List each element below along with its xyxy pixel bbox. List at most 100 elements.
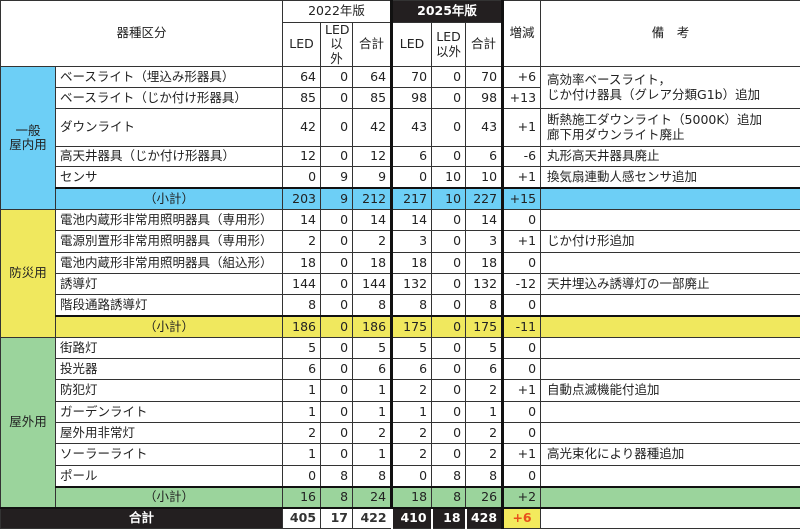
led-2022-cell: 6 — [283, 359, 321, 380]
header-2022-total: 合計 — [353, 23, 392, 67]
total-2025-cell: 5 — [466, 338, 503, 359]
led-2022-cell: 18 — [283, 253, 321, 274]
total-2025-cell: 8 — [466, 466, 503, 487]
diff-cell: 0 — [503, 402, 541, 423]
subtotal-label: （小計） — [56, 188, 283, 210]
total-2022-cell: 85 — [353, 88, 392, 109]
total-2025-cell: 2 — [466, 380, 503, 402]
header-2025-non-led: LED 以外 — [432, 23, 466, 67]
led-2025-cell: 0 — [392, 466, 432, 487]
total-2025-cell: 6 — [466, 147, 503, 167]
total-2022-cell: 8 — [353, 466, 392, 487]
total-diff-cell: +6 — [503, 508, 541, 529]
subtotal-label: （小計） — [56, 316, 283, 338]
led-2025-cell: 70 — [392, 67, 432, 88]
non-led-2022-cell: 0 — [321, 231, 353, 253]
non-led-2025-cell: 0 — [432, 210, 466, 231]
header-2025-led: LED — [392, 23, 432, 67]
diff-cell: -11 — [503, 316, 541, 338]
non-led-2022-cell: 0 — [321, 67, 353, 88]
total-2022-cell: 186 — [353, 316, 392, 338]
total-2025-cell: 132 — [466, 274, 503, 295]
non-led-2025-cell: 0 — [432, 380, 466, 402]
led-2025-cell: 1 — [392, 402, 432, 423]
total-2022-cell: 1 — [353, 402, 392, 423]
led-2025-cell: 18 — [392, 487, 432, 508]
non-led-2022-cell: 8 — [321, 466, 353, 487]
total-remark-cell — [541, 508, 800, 529]
total-label: 合計 — [1, 508, 283, 529]
total-2022-cell: 42 — [353, 109, 392, 147]
led-2025-cell: 217 — [392, 188, 432, 210]
led-2022-total-cell: 405 — [283, 508, 321, 529]
non-led-2025-cell: 0 — [432, 274, 466, 295]
non-led-2025-cell: 0 — [432, 359, 466, 380]
remark-cell: 換気扇連動人感センサ追加 — [541, 167, 800, 188]
total-2025-total-cell: 428 — [466, 508, 503, 529]
total-2022-cell: 9 — [353, 167, 392, 188]
led-2022-cell: 2 — [283, 231, 321, 253]
fixture-name: ベースライト（じか付け形器具） — [56, 88, 283, 109]
total-2022-cell: 64 — [353, 67, 392, 88]
led-2022-cell: 0 — [283, 466, 321, 487]
led-2025-cell: 3 — [392, 231, 432, 253]
remark-cell: じか付け形追加 — [541, 231, 800, 253]
led-2022-cell: 8 — [283, 295, 321, 316]
led-2022-cell: 2 — [283, 423, 321, 444]
total-2025-cell: 3 — [466, 231, 503, 253]
led-2025-cell: 175 — [392, 316, 432, 338]
diff-cell: +2 — [503, 487, 541, 508]
remark-cell — [541, 338, 800, 359]
fixture-name: 投光器 — [56, 359, 283, 380]
category-label: 屋外用 — [1, 338, 56, 508]
led-2022-cell: 186 — [283, 316, 321, 338]
header-2022: 2022年版 — [283, 1, 392, 23]
total-2025-cell: 18 — [466, 253, 503, 274]
led-2022-cell: 12 — [283, 147, 321, 167]
diff-cell: +15 — [503, 188, 541, 210]
remark-cell: 断熱施工ダウンライト（5000K）追加 廊下用ダウンライト廃止 — [541, 109, 800, 147]
total-2022-cell: 18 — [353, 253, 392, 274]
fixture-name: 電池内蔵形非常用照明器具（専用形） — [56, 210, 283, 231]
fixture-name: 電源別置形非常用照明器具（専用形） — [56, 231, 283, 253]
total-2025-cell: 43 — [466, 109, 503, 147]
remark-cell — [541, 253, 800, 274]
led-2025-cell: 6 — [392, 147, 432, 167]
fixture-name: センサ — [56, 167, 283, 188]
non-led-2025-cell: 10 — [432, 188, 466, 210]
remark-cell: 高効率ベースライト， じか付け器具（グレア分類G1b）追加 — [541, 67, 800, 109]
non-led-2022-cell: 0 — [321, 402, 353, 423]
total-2022-cell: 1 — [353, 380, 392, 402]
non-led-2025-cell: 0 — [432, 295, 466, 316]
non-led-2022-cell: 0 — [321, 338, 353, 359]
non-led-2022-cell: 0 — [321, 109, 353, 147]
diff-cell: 0 — [503, 466, 541, 487]
header-row-1: 器種区分 2022年版 2025年版 増減 備 考 — [1, 1, 800, 23]
fixture-name: 階段通路誘導灯 — [56, 295, 283, 316]
led-2022-cell: 144 — [283, 274, 321, 295]
remark-cell — [541, 423, 800, 444]
led-2022-cell: 85 — [283, 88, 321, 109]
non-led-2025-cell: 0 — [432, 444, 466, 466]
non-led-2022-cell: 0 — [321, 88, 353, 109]
led-2022-cell: 64 — [283, 67, 321, 88]
fixture-name: 街路灯 — [56, 338, 283, 359]
led-2022-cell: 42 — [283, 109, 321, 147]
led-2025-cell: 132 — [392, 274, 432, 295]
total-2025-cell: 26 — [466, 487, 503, 508]
non-led-2022-cell: 0 — [321, 295, 353, 316]
led-2025-cell: 2 — [392, 380, 432, 402]
non-led-2022-cell: 0 — [321, 253, 353, 274]
